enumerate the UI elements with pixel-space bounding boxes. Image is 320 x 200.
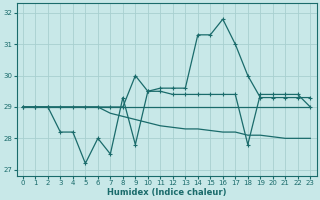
- X-axis label: Humidex (Indice chaleur): Humidex (Indice chaleur): [107, 188, 226, 197]
